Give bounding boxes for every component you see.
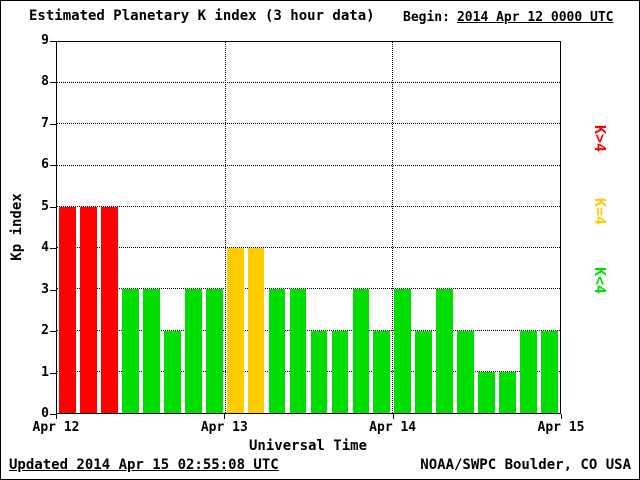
kp-bar	[289, 289, 307, 413]
source-text: NOAA/SWPC Boulder, CO USA	[420, 457, 631, 473]
kp-bar	[121, 289, 139, 413]
kp-bar	[80, 206, 97, 413]
y-tick-mark	[50, 414, 56, 415]
gridline-horizontal	[57, 370, 560, 372]
kp-bar	[163, 330, 181, 413]
kp-bar	[373, 330, 391, 413]
gridline-horizontal	[57, 329, 560, 331]
y-tick-label: 8	[41, 74, 49, 90]
y-tick-mark	[50, 123, 56, 125]
y-tick-mark	[50, 331, 56, 333]
kp-bar	[226, 248, 244, 413]
begin-value: 2014 Apr 12 0000 UTC	[456, 10, 614, 25]
kp-bar	[478, 371, 496, 413]
x-tick-label: Apr 15	[537, 420, 585, 435]
kp-bar	[520, 330, 537, 413]
kp-bar	[331, 330, 349, 413]
updated-text: Updated 2014 Apr 15 02:55:08 UTC	[9, 457, 279, 473]
y-axis-title: Kp index	[9, 193, 25, 261]
y-tick-mark	[50, 82, 56, 84]
y-tick-mark	[50, 206, 56, 208]
y-tick-label: 5	[41, 198, 49, 214]
kp-bar	[436, 289, 454, 413]
gridline-vertical	[224, 42, 226, 413]
y-tick-label: 2	[41, 323, 49, 339]
y-tick-label: 6	[41, 157, 49, 173]
kp-bar	[541, 330, 558, 413]
kp-bar	[415, 330, 433, 413]
y-tick-label: 3	[41, 281, 49, 297]
y-tick-mark	[50, 372, 56, 374]
legend-item-k-gt-4: K>4	[591, 125, 609, 153]
legend-item-k-eq-4: K=4	[591, 198, 609, 226]
kp-bar	[394, 289, 412, 413]
x-tick-mark	[224, 414, 226, 419]
gridline-horizontal	[57, 247, 560, 249]
x-tick-mark	[561, 414, 562, 419]
kp-bar	[247, 248, 265, 413]
begin-text: Begin: 2014 Apr 12 0000 UTC	[403, 10, 614, 25]
kp-bar	[184, 289, 202, 413]
y-tick-label: 1	[41, 364, 49, 380]
kp-bar	[205, 289, 223, 413]
begin-label: Begin:	[403, 10, 450, 25]
y-tick-mark	[50, 165, 56, 167]
y-tick-mark	[50, 41, 56, 42]
kp-bar	[101, 206, 118, 413]
kp-bar	[59, 206, 76, 413]
x-tick-mark	[392, 414, 394, 419]
x-tick-mark	[56, 414, 57, 419]
gridline-horizontal	[57, 288, 560, 290]
kp-bar	[352, 289, 370, 413]
y-tick-label: 9	[41, 33, 49, 48]
y-tick-label: 0	[41, 406, 49, 421]
plot-area	[56, 41, 561, 414]
kp-bar	[310, 330, 328, 413]
y-tick-mark	[50, 289, 56, 291]
gridline-vertical	[392, 42, 394, 413]
gridline-horizontal	[57, 82, 560, 84]
legend-item-k-lt-4: K<4	[591, 267, 609, 295]
gridline-horizontal	[57, 205, 560, 207]
x-tick-label: Apr 13	[200, 420, 248, 435]
kp-bar	[499, 371, 516, 413]
bars-group	[57, 42, 560, 413]
kp-bar	[268, 289, 286, 413]
kp-bar	[457, 330, 475, 413]
gridline-horizontal	[57, 164, 560, 166]
y-tick-label: 4	[41, 240, 49, 256]
x-axis-title: Universal Time	[248, 438, 368, 454]
y-tick-label: 7	[41, 115, 49, 131]
chart-title: Estimated Planetary K index (3 hour data…	[29, 8, 375, 24]
y-tick-mark	[50, 248, 56, 250]
x-tick-label: Apr 12	[32, 420, 80, 435]
kp-bar	[142, 289, 160, 413]
gridline-horizontal	[57, 123, 560, 125]
x-tick-label: Apr 14	[369, 420, 417, 435]
